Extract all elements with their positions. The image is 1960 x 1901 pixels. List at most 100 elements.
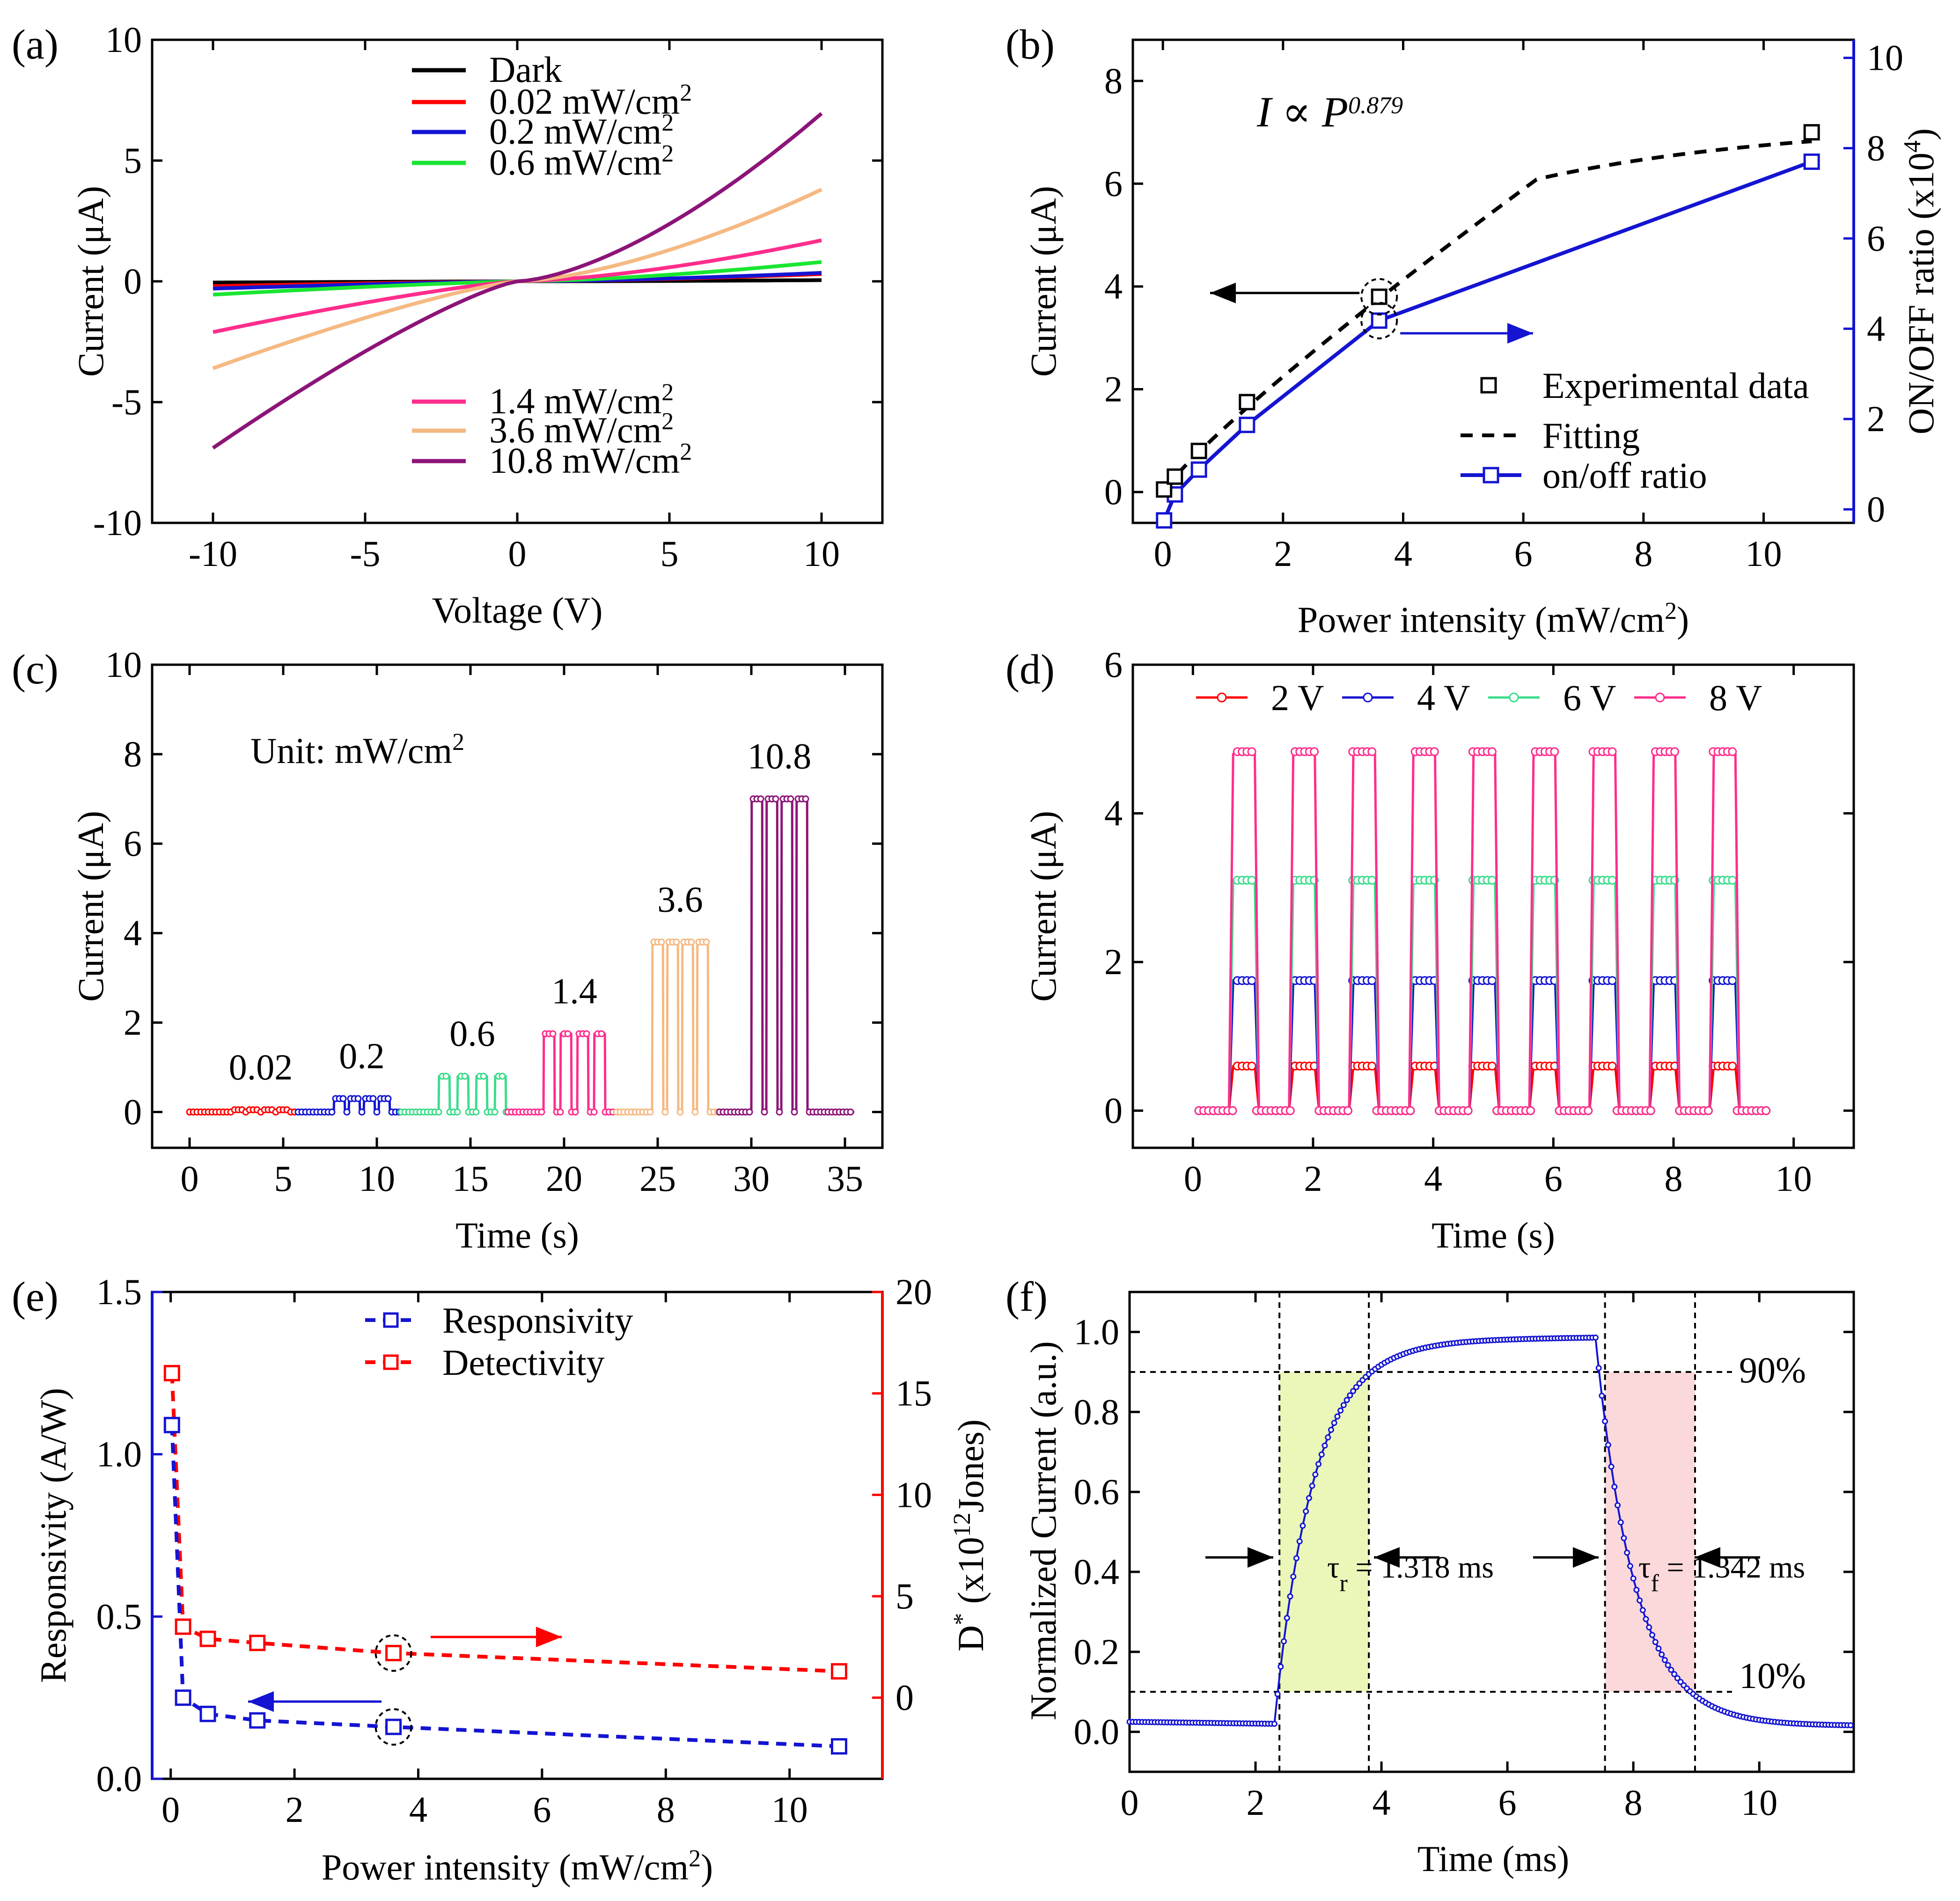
series-point [1703, 1106, 1713, 1116]
plot-frame [1131, 38, 1855, 524]
legend-label: 2 V [1271, 677, 1324, 718]
y-tick-label: 1.0 [1074, 1311, 1120, 1352]
series-point [1487, 875, 1497, 885]
responsivity-marker [163, 1417, 180, 1433]
series-point [1728, 976, 1737, 985]
rise-time-label-part-2: = 1.318 ms [1348, 1550, 1494, 1585]
x-tick-label: 0 [1121, 1782, 1139, 1823]
series-point [1247, 1061, 1256, 1071]
series-point [1343, 1106, 1352, 1116]
legend-fitting: Fitting [1542, 415, 1640, 456]
detectivity-marker [175, 1618, 191, 1635]
response-point [1643, 1616, 1649, 1622]
series-point [1247, 875, 1256, 885]
legend-label-part-1: 2 [661, 140, 674, 167]
series-point [1367, 1061, 1377, 1071]
y2-axis-label-part-2: (x10 [950, 1537, 991, 1613]
y-axis-label: Responsivity (A/W) [33, 1388, 73, 1683]
series-point [1762, 1106, 1771, 1116]
y-tick-label: 4 [124, 912, 142, 953]
panel-label-a: (a) [12, 22, 59, 68]
y2-tick-label: 8 [1867, 127, 1885, 168]
detectivity-marker [830, 1663, 847, 1680]
response-point [1277, 1663, 1284, 1670]
response-point [1633, 1586, 1640, 1593]
response-point [1617, 1519, 1624, 1526]
experimental-marker [1239, 394, 1255, 411]
legend-label: 6 V [1563, 677, 1616, 718]
y2-tick-label: 10 [896, 1474, 932, 1515]
y2-tick-label: 2 [1867, 398, 1885, 439]
segment-point [461, 1072, 469, 1080]
y-tick-label: 0.4 [1074, 1551, 1120, 1592]
legend-detectivity: Detectivity [442, 1342, 605, 1383]
x-tick-label: 8 [657, 1789, 675, 1830]
y2-tick-label: 15 [896, 1373, 932, 1414]
response-point [1608, 1463, 1615, 1470]
response-point [1624, 1549, 1630, 1556]
series-point [1728, 1061, 1737, 1071]
x-tick-label: 0 [181, 1158, 199, 1199]
rise-left-arrow-head [1248, 1547, 1273, 1568]
detectivity-marker [249, 1635, 266, 1651]
response-point [1343, 1397, 1350, 1403]
fitting-curve [1162, 139, 1812, 492]
detectivity-arrow-head [536, 1627, 562, 1647]
legend-label: 0.6 mW/cm2 [489, 140, 674, 183]
segment-line-0.6 [401, 1075, 508, 1114]
series-point [1728, 875, 1737, 885]
response-point [1661, 1657, 1668, 1663]
legend-label: 1.4 mW/cm2 [489, 379, 674, 422]
legend-experimental: Experimental data [1542, 365, 1809, 406]
legend-label: 3.6 mW/cm2 [489, 408, 674, 451]
response-point [1630, 1575, 1637, 1582]
fall-right-arrow-head [1695, 1547, 1720, 1568]
x-axis-label-part-1: 2 [1665, 598, 1677, 624]
series-point [1608, 875, 1617, 885]
panel-label-b: (b) [1006, 22, 1055, 68]
fall-time-label: τf = 1.342 ms [1638, 1550, 1805, 1597]
y-tick-label: 2 [1104, 369, 1123, 410]
legend-label: Dark [489, 49, 562, 90]
response-point [1847, 1722, 1854, 1729]
unit-annotation: Unit: mW/cm2 [250, 729, 464, 771]
y-tick-label: 4 [1104, 793, 1123, 834]
segment-point [339, 1095, 347, 1102]
response-point [1274, 1691, 1281, 1697]
series-point [1285, 1106, 1295, 1116]
series-point [1463, 1106, 1473, 1116]
segment-point [572, 1108, 579, 1116]
y2-axis-label-part-0: D [950, 1625, 991, 1651]
legend-marker-onoff [1483, 467, 1499, 484]
responsivity-marker [175, 1689, 191, 1706]
segment-point [590, 1108, 598, 1116]
legend-marker [1363, 692, 1373, 703]
legend-label-part-1: 2 [680, 80, 692, 106]
response-point [1655, 1645, 1662, 1652]
segment-point [358, 1108, 366, 1116]
segment-point [661, 1108, 669, 1116]
legend-label-part-1: 2 [680, 439, 692, 465]
detectivity-line [170, 1373, 839, 1673]
response-point [1621, 1535, 1627, 1541]
legend-label-part-0: 0.2 mW/cm [489, 111, 661, 152]
response-point [1347, 1392, 1353, 1399]
y-tick-label: 0 [124, 1092, 142, 1132]
x-tick-label: 0 [1184, 1158, 1202, 1199]
x-tick-label: 35 [827, 1158, 863, 1199]
y-tick-label: -5 [111, 382, 142, 422]
y2-axis-label-part-4: Jones) [950, 1419, 991, 1512]
x-tick-label: 25 [639, 1158, 676, 1199]
segment-point [343, 1108, 351, 1116]
segment-point [454, 1108, 461, 1116]
y-tick-label: 1.5 [96, 1271, 142, 1312]
legend-label: 10.8 mW/cm2 [489, 439, 692, 481]
power-law-annotation-part-1: 0.879 [1348, 92, 1403, 119]
response-point [1315, 1461, 1322, 1468]
segment-point [354, 1095, 362, 1102]
y-tick-label: 1.0 [96, 1434, 142, 1475]
x-tick-label: 10 [1776, 1158, 1812, 1199]
fall-region [1605, 1372, 1696, 1692]
x-tick-label: 0 [508, 533, 527, 574]
